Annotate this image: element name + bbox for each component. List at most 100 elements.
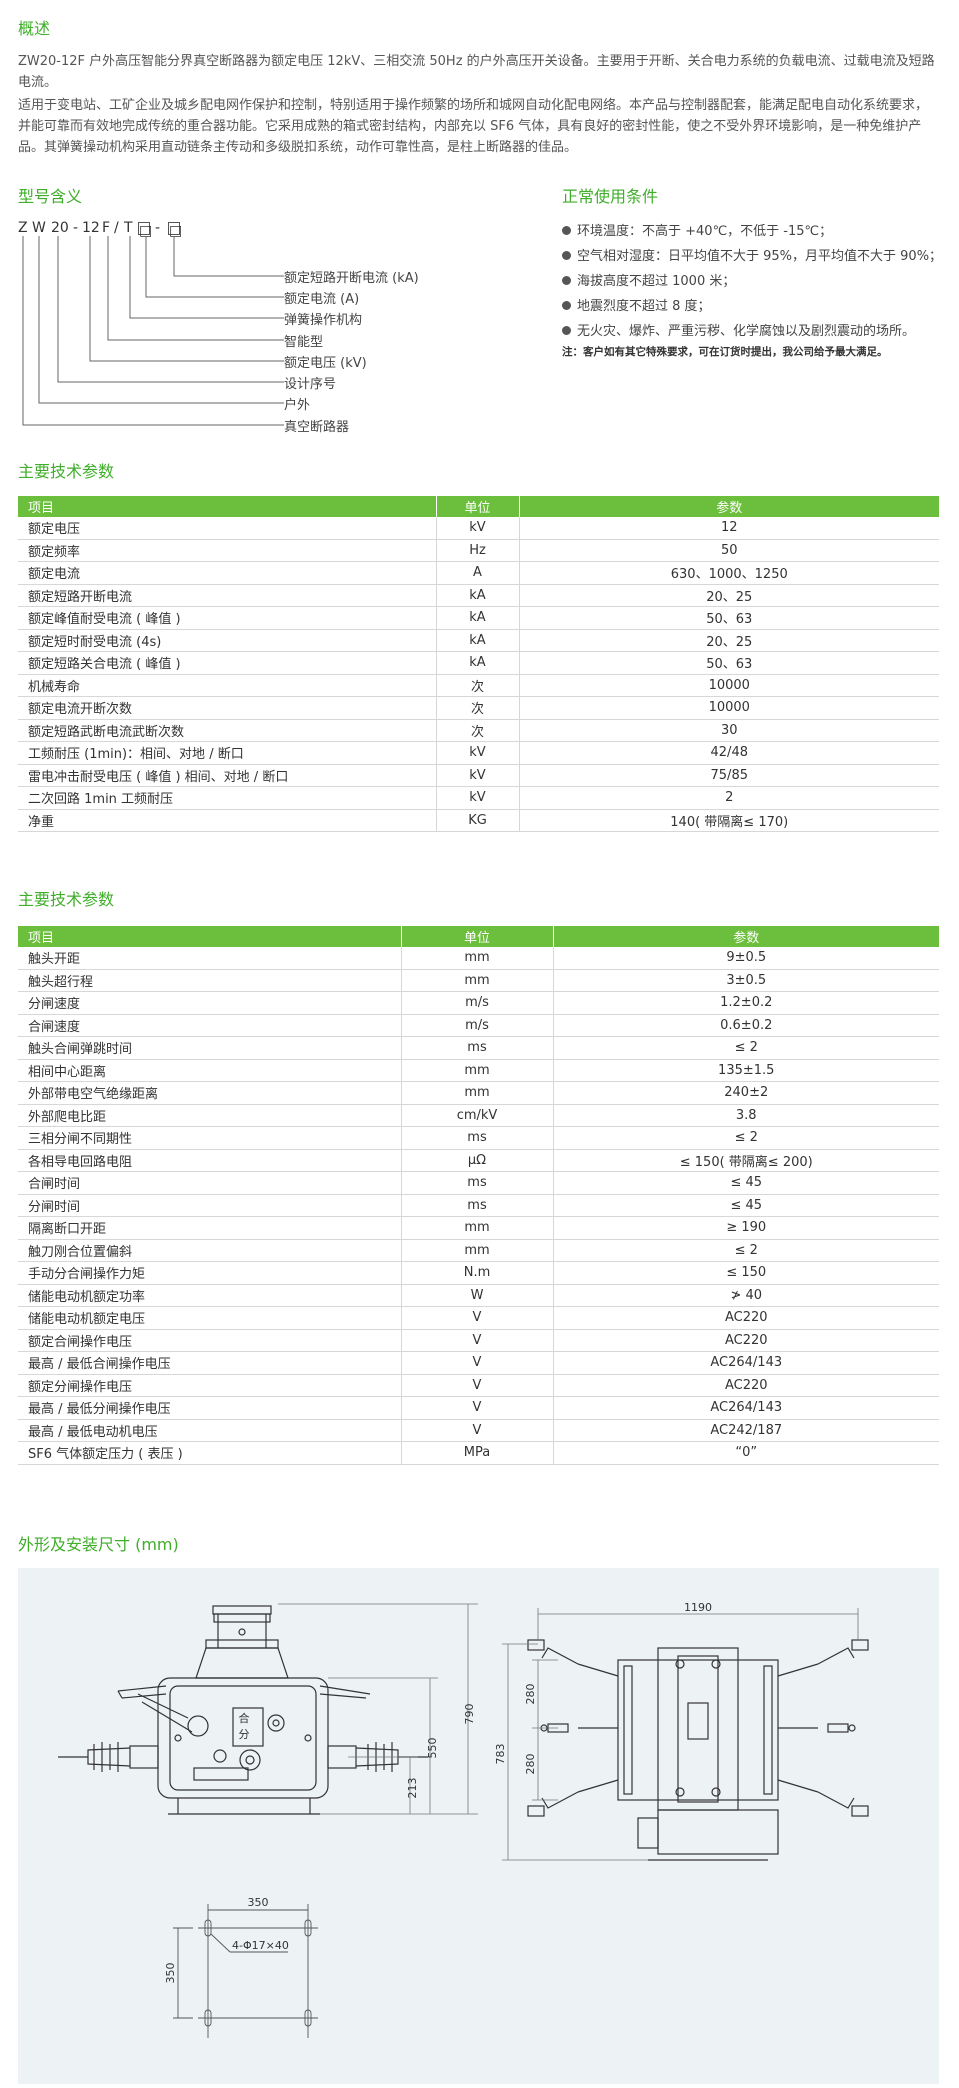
header-item: 项目 bbox=[18, 926, 402, 947]
param-name: 三相分闸不同期性 bbox=[18, 1126, 402, 1150]
param-value: ≤ 2 bbox=[553, 1239, 939, 1262]
dim-mount-height: 350 bbox=[164, 1963, 177, 1984]
param-value: AC264/143 bbox=[553, 1396, 939, 1420]
table1-title: 主要技术参数 bbox=[18, 462, 115, 481]
param-value: ≤ 45 bbox=[553, 1194, 939, 1217]
param-value: ≤ 150( 带隔离≤ 200) bbox=[553, 1149, 939, 1172]
model-code-leader-lines bbox=[22, 236, 284, 426]
code-char: 12 bbox=[82, 220, 100, 236]
param-unit: cm/kV bbox=[401, 1104, 554, 1127]
table-row: 额定短路开断电流 kA 20、25 bbox=[18, 584, 939, 607]
param-unit: KG bbox=[436, 809, 520, 832]
dim-side-pitch-2: 280 bbox=[524, 1754, 537, 1775]
table-row: 相间中心距离 mm 135±1.5 bbox=[18, 1059, 939, 1082]
table-row: 触刀刚合位置偏斜 mm ≤ 2 bbox=[18, 1239, 939, 1262]
model-title: 型号含义 bbox=[18, 187, 83, 206]
param-name: 额定合闸操作电压 bbox=[18, 1329, 402, 1352]
param-unit: V bbox=[401, 1306, 554, 1330]
param-name: 相间中心距离 bbox=[18, 1059, 402, 1082]
param-unit: 次 bbox=[436, 696, 520, 720]
table-row: 最高 / 最低电动机电压 V AC242/187 bbox=[18, 1419, 939, 1442]
tech-params-table-1: 项目 单位 参数 额定电压 kV 12 额定频率 Hz 50 额定电流 A 630、1000、1… bbox=[18, 496, 939, 832]
param-value: 0.6±0.2 bbox=[553, 1014, 939, 1037]
param-unit: mm bbox=[401, 1081, 554, 1105]
param-name: 触头开距 bbox=[18, 947, 402, 970]
table-row: 手动分合闸操作力矩 N.m ≤ 150 bbox=[18, 1261, 939, 1285]
table-row: 分闸速度 m/s 1.2±0.2 bbox=[18, 991, 939, 1015]
param-unit: m/s bbox=[401, 1014, 554, 1037]
bullet-icon bbox=[562, 326, 571, 335]
table-header-row: 项目 单位 参数 bbox=[18, 926, 939, 947]
param-unit: μΩ bbox=[401, 1149, 554, 1172]
dim-height-mid: 550 bbox=[426, 1738, 439, 1759]
param-unit: V bbox=[401, 1419, 554, 1442]
param-name: 手动分合闸操作力矩 bbox=[18, 1261, 402, 1285]
param-name: 各相导电回路电阻 bbox=[18, 1149, 402, 1172]
param-name: 额定短路关合电流 ( 峰值 ) bbox=[18, 651, 437, 675]
param-unit: kV bbox=[436, 517, 520, 540]
code-char: T bbox=[124, 220, 133, 236]
param-unit: ms bbox=[401, 1194, 554, 1217]
dim-side-height: 783 bbox=[494, 1744, 507, 1765]
param-value: ≤ 45 bbox=[553, 1171, 939, 1195]
side-view-drawing bbox=[502, 1608, 869, 1861]
param-unit: W bbox=[401, 1284, 554, 1307]
param-name: 工频耐压 (1min)：相间、对地 / 断口 bbox=[18, 741, 437, 765]
param-unit: ms bbox=[401, 1126, 554, 1150]
param-name: 分闸时间 bbox=[18, 1194, 402, 1217]
param-value: 135±1.5 bbox=[553, 1059, 939, 1082]
table-row: 三相分闸不同期性 ms ≤ 2 bbox=[18, 1126, 939, 1150]
conditions-note: 注：客户如有其它特殊要求，可在订货时提出，我公司给予最大满足。 bbox=[562, 346, 888, 358]
table-row: 隔离断口开距 mm ≥ 190 bbox=[18, 1216, 939, 1240]
param-name: 额定电压 bbox=[18, 517, 437, 540]
param-unit: V bbox=[401, 1396, 554, 1420]
param-name: 雷电冲击耐受电压 ( 峰值 ) 相间、对地 / 断口 bbox=[18, 764, 437, 787]
table-row: 合闸速度 m/s 0.6±0.2 bbox=[18, 1014, 939, 1037]
table-row: 额定短路关合电流 ( 峰值 ) kA 50、63 bbox=[18, 651, 939, 675]
code-char: F bbox=[102, 220, 111, 236]
param-unit: kA bbox=[436, 651, 520, 675]
bullet-icon bbox=[562, 226, 571, 235]
param-value: AC220 bbox=[553, 1374, 939, 1397]
param-unit: MPa bbox=[401, 1441, 554, 1465]
param-unit: mm bbox=[401, 969, 554, 992]
panel-label-close: 合 bbox=[239, 1711, 250, 1725]
table-row: 储能电动机额定功率 W ≯ 40 bbox=[18, 1284, 939, 1307]
param-unit: N.m bbox=[401, 1261, 554, 1285]
table-row: 机械寿命次 10000 bbox=[18, 674, 939, 697]
param-unit: mm bbox=[401, 1239, 554, 1262]
param-value: 50、63 bbox=[519, 606, 939, 630]
param-value: 2 bbox=[519, 786, 939, 810]
table-row: 二次回路 1min 工频耐压 kV 2 bbox=[18, 786, 939, 810]
model-label: 户外 bbox=[284, 398, 311, 413]
table-row: SF6 气体额定压力 ( 表压 ) MPa “0” bbox=[18, 1441, 939, 1465]
param-unit: kV bbox=[436, 741, 520, 765]
param-name: 额定短路开断电流 bbox=[18, 584, 437, 607]
table-row: 储能电动机额定电压 V AC220 bbox=[18, 1306, 939, 1330]
table-row: 触头超行程 mm 3±0.5 bbox=[18, 969, 939, 992]
table-row: 外部带电空气绝缘距离 mm 240±2 bbox=[18, 1081, 939, 1105]
table-row: 最高 / 最低合闸操作电压 V AC264/143 bbox=[18, 1351, 939, 1375]
param-unit: V bbox=[401, 1374, 554, 1397]
param-name: 净重 bbox=[18, 809, 437, 832]
dimensions-title: 外形及安装尺寸 (mm) bbox=[18, 1535, 179, 1554]
param-value: 20、25 bbox=[519, 629, 939, 652]
param-unit: kV bbox=[436, 786, 520, 810]
param-value: AC220 bbox=[553, 1306, 939, 1330]
param-name: 额定峰值耐受电流 ( 峰值 ) bbox=[18, 606, 437, 630]
panel-label-open: 分 bbox=[239, 1728, 250, 1741]
dimension-drawing: 790 550 213 合 分 1190 783 280 280 350 350… bbox=[58, 1601, 869, 2038]
table-row: 合闸时间 ms ≤ 45 bbox=[18, 1171, 939, 1195]
dim-side-width: 1190 bbox=[684, 1601, 712, 1614]
table-row: 最高 / 最低分闸操作电压 V AC264/143 bbox=[18, 1396, 939, 1420]
bullet-icon bbox=[562, 276, 571, 285]
condition-item: 海拔高度不超过 1000 米； bbox=[562, 270, 735, 289]
param-unit: ms bbox=[401, 1171, 554, 1195]
model-label: 额定短路开断电流 (kA) bbox=[284, 271, 419, 286]
header-value: 参数 bbox=[553, 926, 939, 947]
table-row: 外部爬电比距 cm/kV 3.8 bbox=[18, 1104, 939, 1127]
param-unit: V bbox=[401, 1351, 554, 1375]
param-name: 额定电流 bbox=[18, 561, 437, 585]
code-char: 20 bbox=[51, 220, 69, 236]
dimension-drawing-panel: 790 550 213 合 分 1190 783 280 280 350 350… bbox=[18, 1568, 939, 2084]
